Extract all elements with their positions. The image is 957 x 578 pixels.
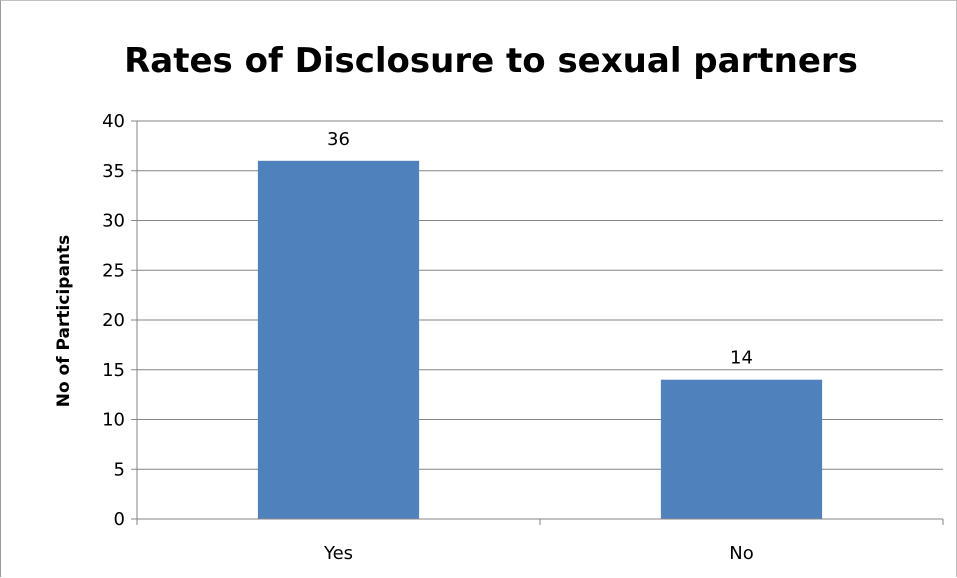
x-tick-labels: Yes No — [323, 543, 754, 564]
y-tick-label-0: 0 — [114, 509, 125, 530]
y-tick-label-15: 15 — [102, 360, 125, 381]
chart-title: Rates of Disclosure to sexual partners — [124, 41, 858, 81]
bars — [257, 160, 823, 520]
y-tick-label-20: 20 — [102, 310, 125, 331]
bar-no — [660, 379, 823, 519]
y-tick-label-25: 25 — [102, 260, 125, 281]
y-tick-label-40: 40 — [102, 111, 125, 132]
bar-yes — [257, 160, 420, 520]
data-label-yes: 36 — [327, 129, 350, 150]
data-label-no: 14 — [730, 348, 753, 369]
y-tick-label-35: 35 — [102, 161, 125, 182]
axes — [131, 120, 944, 525]
data-labels: 36 14 — [327, 129, 753, 369]
y-tick-label-5: 5 — [114, 459, 125, 480]
y-tick-label-10: 10 — [102, 410, 125, 431]
x-tick-label-yes: Yes — [323, 543, 353, 564]
y-tick-label-30: 30 — [102, 211, 125, 232]
y-axis-title: No of Participants — [54, 235, 74, 408]
y-tick-labels: 0 5 10 15 20 25 30 35 40 — [102, 111, 125, 530]
x-tick-label-no: No — [729, 543, 753, 564]
